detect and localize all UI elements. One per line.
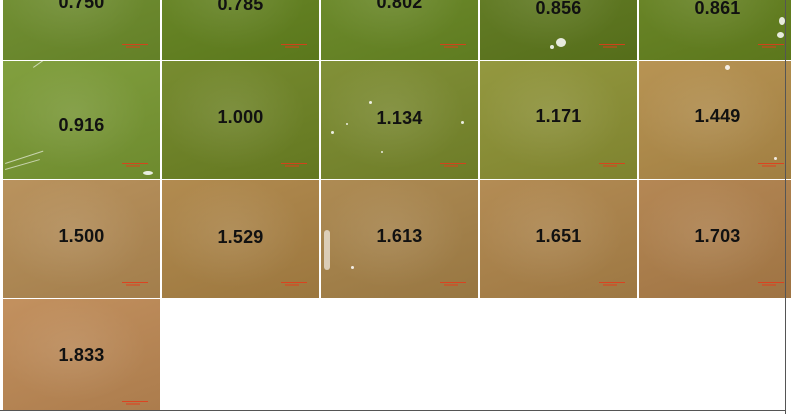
debris-speck [331,131,334,134]
debris-speck [351,266,354,269]
scale-bar [599,163,625,169]
debris-speck [774,157,777,160]
frame-border-bottom [0,410,786,411]
surface-streak [33,61,50,68]
scale-bar [440,163,466,169]
debris-speck [143,171,153,175]
sample-tile: 1.651 [480,180,637,298]
sample-tile: 1.529 [162,180,319,298]
scale-bar [599,44,625,50]
scale-bar [122,282,148,288]
tile-value: 1.651 [535,226,582,246]
scale-bar [122,163,148,169]
sample-tile: 1.613 [321,180,478,298]
sample-tile: 1.134 [321,61,478,179]
debris-speck [725,65,730,70]
tile-value: 0.856 [535,0,582,18]
sample-tile: 1.171 [480,61,637,179]
tile-value: 0.750 [58,0,105,12]
tile-value: 0.785 [217,0,264,14]
tile-value: 1.449 [694,106,741,126]
sample-tile: 0.802 [321,0,478,60]
tile-value: 1.171 [535,106,582,126]
sample-tile: 1.500 [3,180,160,298]
scale-bar [440,44,466,50]
scale-bar [281,282,307,288]
debris-speck [461,121,464,124]
sample-tile: 0.916 [3,61,160,179]
scale-bar [758,163,784,169]
scale-bar [122,401,148,407]
debris-speck [550,45,554,49]
tile-value: 1.613 [376,226,423,246]
debris-speck [346,123,348,125]
sample-tile: 1.703 [639,180,791,298]
sample-tile: 0.861 [639,0,791,60]
tile-value: 1.500 [58,226,105,246]
sample-tile: 0.785 [162,0,319,60]
scale-bar [758,282,784,288]
scale-bar [281,163,307,169]
debris-speck [369,101,372,104]
tile-value: 1.134 [376,108,423,128]
tile-value: 1.703 [694,226,741,246]
sample-tile: 1.449 [639,61,791,179]
sample-tile: 0.750 [3,0,160,60]
tile-value: 1.529 [217,227,264,247]
debris-speck [381,151,383,153]
scale-bar [122,44,148,50]
sample-tile: 1.000 [162,61,319,179]
tile-value: 1.000 [217,107,264,127]
tile-value: 0.916 [58,115,105,135]
sample-tile-grid: 0.750 0.785 0.802 0.856 0.861 0.916 1.00… [3,0,791,414]
debris-speck [779,17,785,25]
scale-bar [599,282,625,288]
debris-speck [777,32,784,38]
surface-streak [5,150,44,164]
frame-border-right [785,0,786,414]
sample-tile: 0.856 [480,0,637,60]
debris-speck [556,38,566,47]
tile-value: 1.833 [58,345,105,365]
scale-bar [281,44,307,50]
tile-value: 0.861 [694,0,741,18]
scale-bar [758,44,784,50]
debris-speck [324,230,330,270]
scale-bar [440,282,466,288]
sample-tile: 1.833 [3,299,160,411]
tile-value: 0.802 [376,0,423,12]
